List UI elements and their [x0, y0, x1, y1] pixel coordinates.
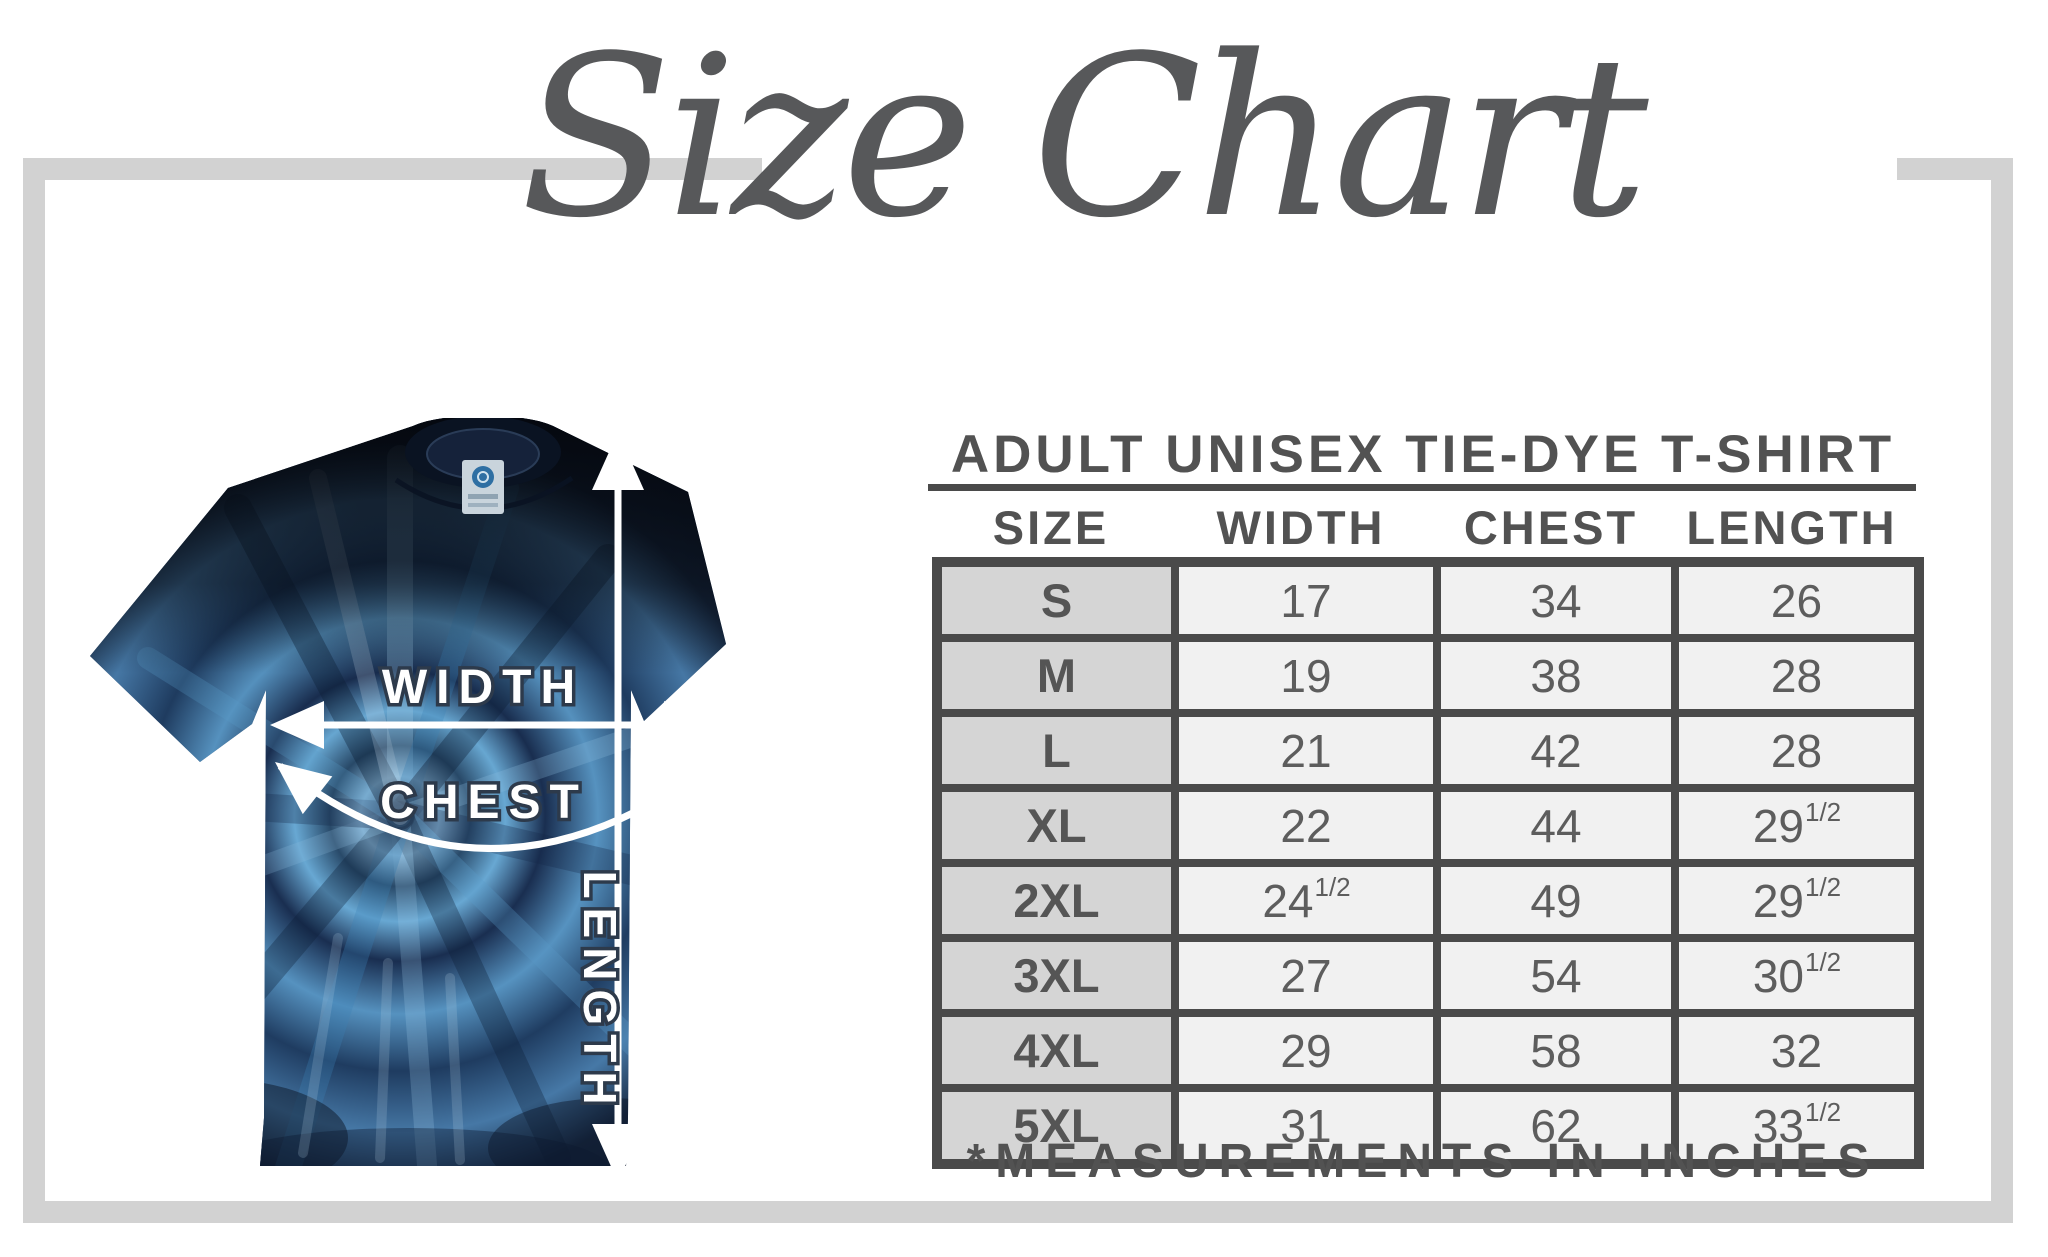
table-row: 2XL 241/2 49 291/2 [933, 859, 1923, 942]
table-row: S 17 34 26 [933, 558, 1923, 642]
table-row: 3XL 27 54 301/2 [933, 934, 1923, 1017]
size-cell: M [933, 634, 1179, 717]
chest-label: CHEST [380, 776, 588, 829]
chest-cell: 58 [1433, 1009, 1679, 1092]
length-cell: 301/2 [1671, 934, 1923, 1017]
width-cell: 21 [1171, 709, 1441, 792]
width-cell: 241/2 [1171, 859, 1441, 942]
width-arrow [270, 701, 718, 749]
column-header-size: SIZE [992, 501, 1110, 554]
length-label: LENGTH [574, 870, 626, 1113]
column-header-chest: CHEST [1463, 501, 1639, 554]
table-row: L 21 42 28 [933, 709, 1923, 792]
chest-cell: 38 [1433, 634, 1679, 717]
chest-cell: 62 [1433, 1084, 1679, 1168]
measurements-footnote: *MEASUREMENTS IN INCHES [966, 1135, 1880, 1188]
length-cell: 331/2 [1671, 1084, 1923, 1168]
length-cell: 291/2 [1671, 784, 1923, 867]
tshirt-illustration: WIDTH CHEST LENGTH [90, 415, 726, 1182]
length-cell: 26 [1671, 558, 1923, 642]
table-heading-underline [928, 484, 1916, 491]
width-cell: 17 [1171, 558, 1441, 642]
table-column-headers: SIZE WIDTH CHEST LENGTH [932, 500, 1914, 555]
column-header-width: WIDTH [1216, 501, 1386, 554]
table-row: XL 22 44 291/2 [933, 784, 1923, 867]
size-cell: 2XL [933, 859, 1179, 942]
chest-cell: 34 [1433, 558, 1679, 642]
size-cell: XL [933, 784, 1179, 867]
size-cell: L [933, 709, 1179, 792]
width-cell: 27 [1171, 934, 1441, 1017]
chest-cell: 42 [1433, 709, 1679, 792]
chest-cell: 49 [1433, 859, 1679, 942]
length-cell: 28 [1671, 709, 1923, 792]
page-title: Size Chart [520, 9, 1649, 267]
collar [394, 416, 574, 514]
chest-arrow [275, 762, 711, 852]
chest-cell: 44 [1433, 784, 1679, 867]
table-heading: ADULT UNISEX TIE-DYE T-SHIRT [950, 425, 1896, 484]
length-arrow [592, 432, 644, 1182]
width-cell: 31 [1171, 1084, 1441, 1168]
tshirt-measurement-diagram: WIDTH CHEST LENGTH [88, 415, 732, 1190]
size-cell: 4XL [933, 1009, 1179, 1092]
size-table: S 17 34 26 M 19 38 28 L 21 42 28 XL 22 4… [932, 557, 1924, 1169]
frame-gap [762, 150, 1897, 192]
width-label: WIDTH [382, 661, 584, 714]
chest-cell: 54 [1433, 934, 1679, 1017]
width-cell: 19 [1171, 634, 1441, 717]
table-row: 5XL 31 62 331/2 [933, 1084, 1923, 1168]
size-cell: 5XL [933, 1084, 1179, 1168]
table-row: 4XL 29 58 32 [933, 1009, 1923, 1092]
size-cell: 3XL [933, 934, 1179, 1017]
size-cell: S [933, 558, 1179, 642]
table-row: M 19 38 28 [933, 634, 1923, 717]
length-cell: 291/2 [1671, 859, 1923, 942]
width-cell: 29 [1171, 1009, 1441, 1092]
column-header-length: LENGTH [1686, 501, 1898, 554]
length-cell: 28 [1671, 634, 1923, 717]
width-cell: 22 [1171, 784, 1441, 867]
length-cell: 32 [1671, 1009, 1923, 1092]
